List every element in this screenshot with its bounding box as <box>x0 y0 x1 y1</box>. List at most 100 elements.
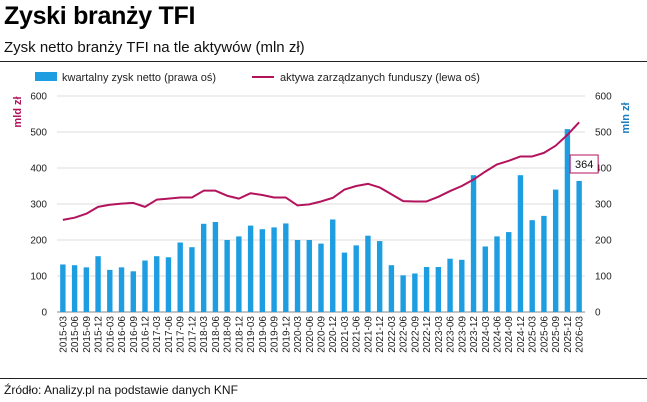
y-left-axis-title: mld zł <box>12 96 24 127</box>
callout-box <box>569 154 599 174</box>
x-tick-label: 2023-09 <box>457 316 468 353</box>
y-right-tick-label: 100 <box>595 272 612 283</box>
chart-axes: 0 100 200 300 400 500 600 0 100 200 300 400 500 600 ml… <box>12 92 632 353</box>
x-tick-label: 2018-06 <box>211 316 222 353</box>
x-tick-label: 2024-12 <box>516 316 527 353</box>
bar <box>318 243 324 312</box>
bar <box>482 246 488 312</box>
bar <box>130 271 136 312</box>
bar-series <box>60 129 582 312</box>
x-tick-label: 2016-06 <box>117 316 128 353</box>
bar <box>517 175 524 312</box>
bar <box>541 215 547 312</box>
bar <box>83 267 90 312</box>
bar <box>506 232 512 312</box>
bar <box>189 247 195 312</box>
chart-callout: 364 <box>569 154 599 174</box>
x-tick-label: 2021-12 <box>375 316 386 353</box>
bar <box>259 229 266 312</box>
bar <box>118 267 125 312</box>
x-tick-label: 2016-12 <box>141 316 152 353</box>
x-tick-label: 2021-03 <box>340 316 351 353</box>
x-tick-label: 2019-06 <box>258 316 269 353</box>
x-tick-label: 2021-06 <box>352 316 363 353</box>
x-tick-label: 2015-03 <box>58 316 69 353</box>
legend-line-label: aktywa zarządzanych funduszy (lewa oś) <box>280 72 480 84</box>
x-tick-label: 2015-12 <box>94 316 105 353</box>
x-tick-label: 2026-03 <box>575 316 586 353</box>
x-tick-label: 2020-12 <box>328 316 339 353</box>
x-tick-label: 2020-06 <box>305 316 316 353</box>
y-right-axis-title: mln zł <box>620 102 632 133</box>
x-tick-label: 2017-12 <box>187 316 198 353</box>
y-left-tick-label: 400 <box>30 164 47 175</box>
x-tick-label: 2018-12 <box>234 316 245 353</box>
y-left-tick-label: 300 <box>30 200 47 211</box>
bar <box>400 275 406 312</box>
bar <box>576 180 582 312</box>
line-series <box>62 121 580 221</box>
bar <box>341 252 348 312</box>
bar <box>283 223 289 312</box>
y-right-tick-label: 400 <box>595 164 612 175</box>
bar <box>376 241 383 312</box>
x-tick-label: 2023-06 <box>446 316 457 353</box>
bar <box>224 240 230 312</box>
x-tick-label: 2019-03 <box>246 316 257 353</box>
page-title: Zyski branży TFI <box>4 2 196 30</box>
bar <box>294 240 301 312</box>
x-tick-label: 2020-09 <box>317 316 328 353</box>
bar <box>271 227 277 312</box>
y-right-tick-label: 0 <box>595 308 601 319</box>
bar <box>142 260 148 312</box>
y-right-tick-label: 500 <box>595 128 612 139</box>
bar <box>107 269 113 312</box>
bar <box>306 240 312 312</box>
x-tick-label: 2025-03 <box>528 316 539 353</box>
x-tick-label: 2016-03 <box>105 316 116 353</box>
bar <box>470 175 477 312</box>
y-right-tick-label: 300 <box>595 200 612 211</box>
x-tick-label: 2017-03 <box>152 316 163 353</box>
bar <box>247 225 254 312</box>
x-tick-label: 2020-03 <box>293 316 304 353</box>
bar <box>165 257 172 312</box>
bar <box>212 222 219 312</box>
bar <box>388 265 395 312</box>
bar <box>459 259 465 312</box>
x-tick-label: 2017-06 <box>164 316 175 353</box>
x-tick-label: 2016-09 <box>129 316 140 353</box>
legend-bar-swatch <box>35 72 57 81</box>
bar <box>435 267 442 312</box>
y-left-tick-label: 100 <box>30 272 47 283</box>
bar <box>552 189 559 312</box>
bar <box>200 223 207 312</box>
x-tick-label: 2019-09 <box>270 316 281 353</box>
x-tick-label: 2015-06 <box>70 316 81 353</box>
y-left-tick-label: 600 <box>30 92 47 103</box>
page-subtitle: Zysk netto branży TFI na tle aktywów (ml… <box>4 39 305 56</box>
bar <box>177 242 183 312</box>
y-left-tick-label: 500 <box>30 128 47 139</box>
bar <box>564 129 571 312</box>
y-left-tick-label: 200 <box>30 236 47 247</box>
bar <box>447 258 453 312</box>
bar <box>154 256 160 312</box>
x-tick-label: 2024-03 <box>481 316 492 353</box>
bar <box>365 235 371 312</box>
x-tick-label: 2025-06 <box>539 316 550 353</box>
asset-line <box>62 121 580 221</box>
bar <box>353 245 359 312</box>
x-tick-label: 2024-09 <box>504 316 515 353</box>
y-left-tick-label: 0 <box>41 308 47 319</box>
x-tick-label: 2022-12 <box>422 316 433 353</box>
bar <box>412 273 418 312</box>
x-tick-label: 2018-03 <box>199 316 210 353</box>
x-tick-label: 2022-06 <box>399 316 410 353</box>
bar <box>95 256 101 312</box>
x-tick-label: 2019-12 <box>281 316 292 353</box>
x-tick-label: 2023-12 <box>469 316 480 353</box>
x-tick-label: 2023-03 <box>434 316 445 353</box>
y-right-tick-label: 200 <box>595 236 612 247</box>
y-right-tick-label: 600 <box>595 92 612 103</box>
